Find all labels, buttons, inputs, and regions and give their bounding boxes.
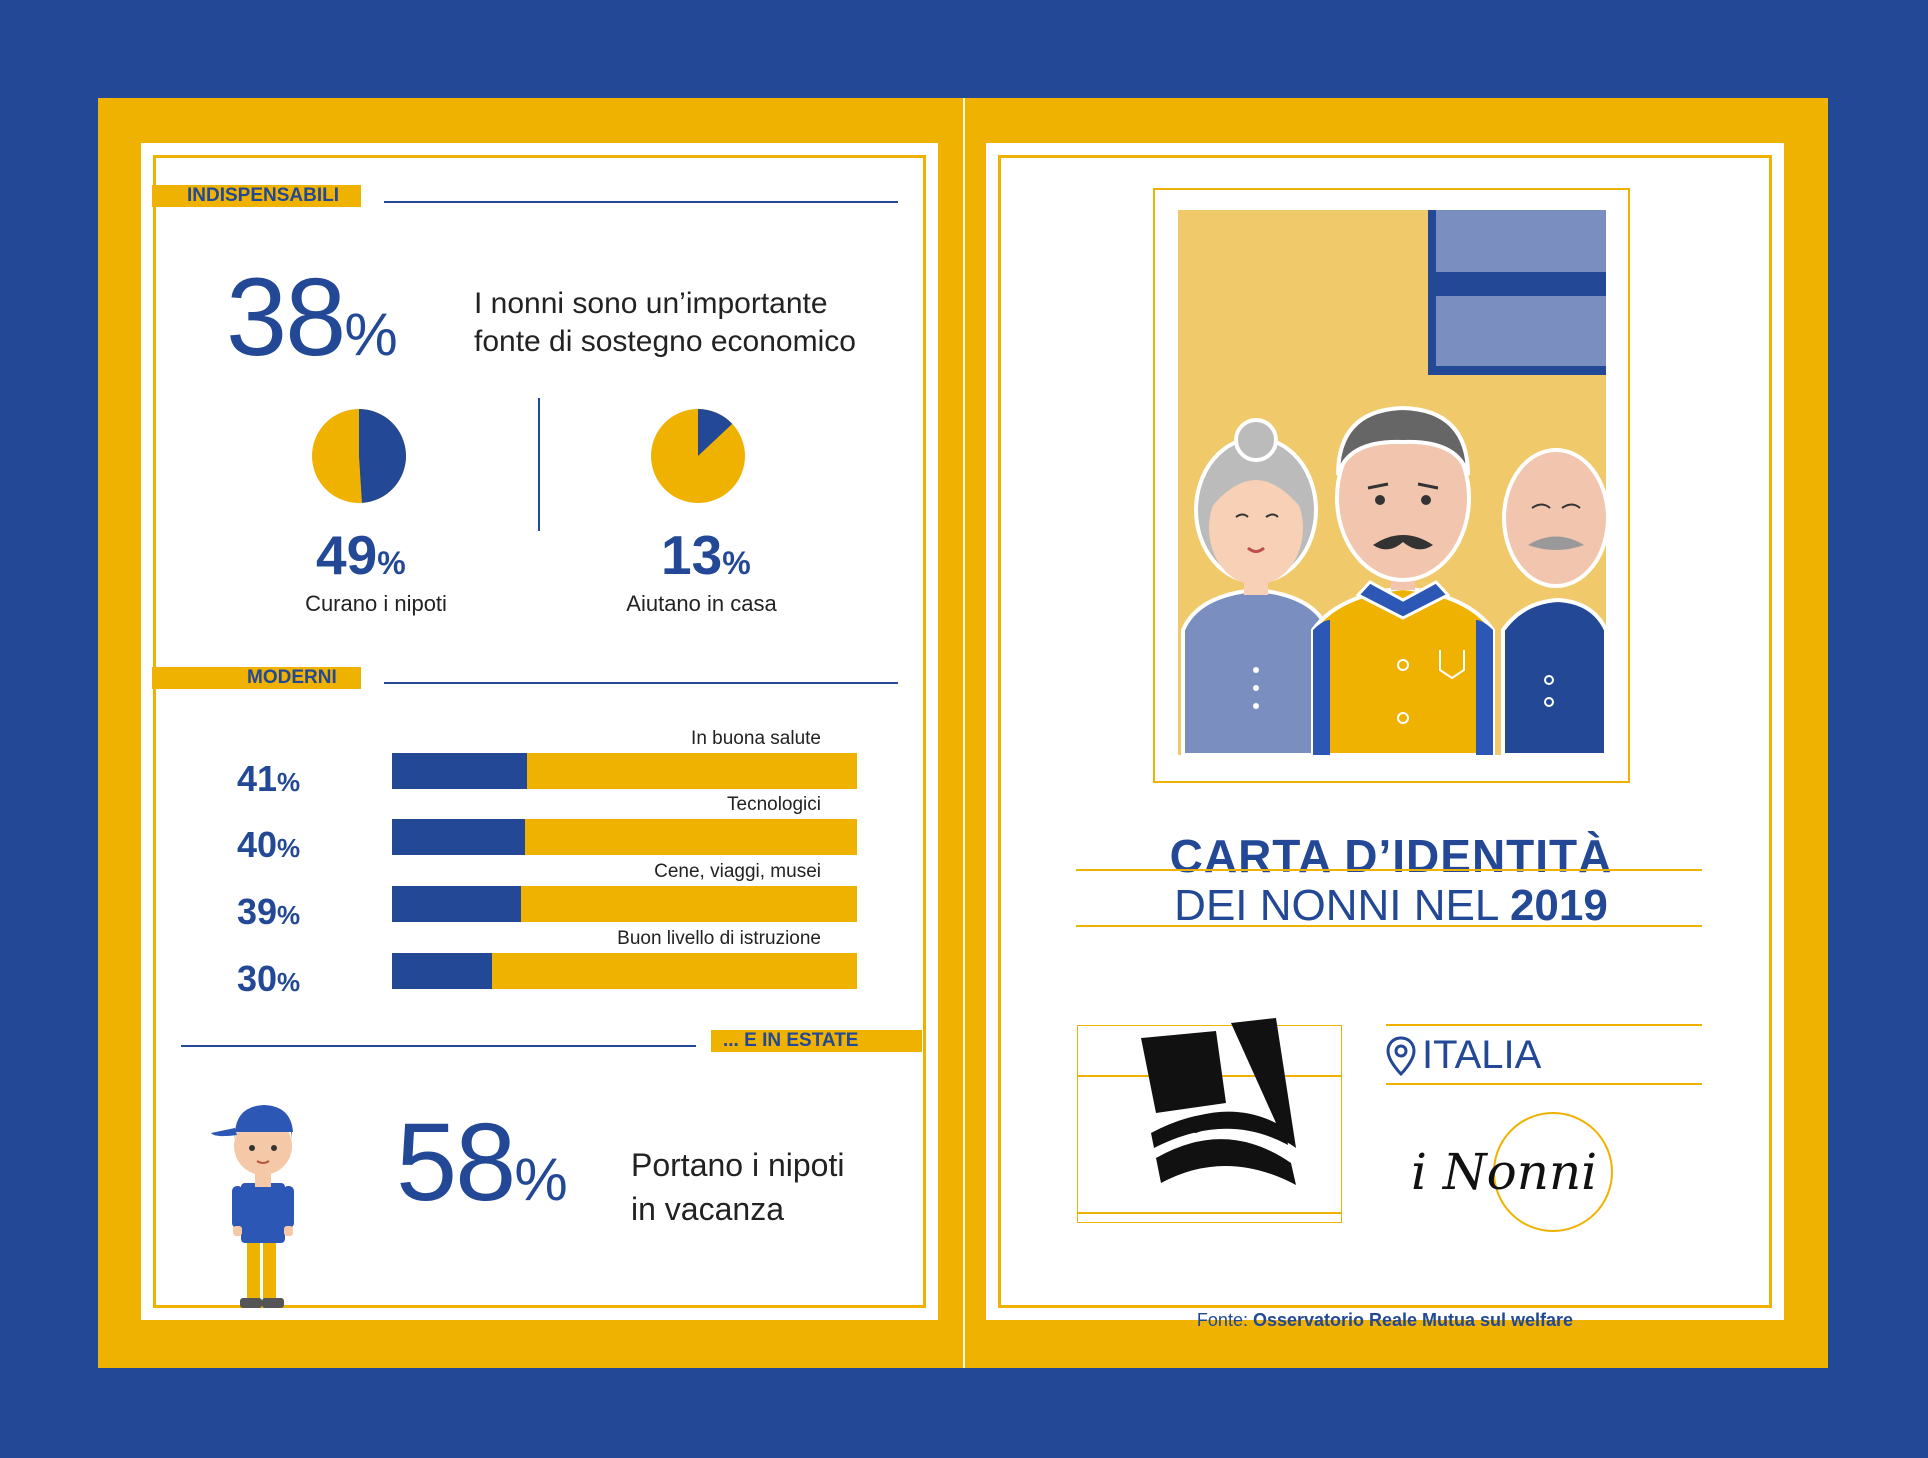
bar-track (392, 886, 857, 922)
bar-caption: Cene, viaggi, musei (654, 861, 821, 882)
bar-value: 40 (237, 824, 278, 865)
bar-caption: Tecnologici (727, 794, 821, 815)
bar-track (392, 953, 857, 989)
bar-value: 39 (237, 891, 278, 932)
pie-slice-curano (359, 409, 406, 503)
location-pin-icon (1386, 1035, 1416, 1076)
right-page-frame (998, 155, 1772, 1308)
title-rule (1076, 925, 1702, 927)
bar-caption: In buona salute (691, 728, 821, 749)
bar-track (392, 819, 857, 855)
signature-circle (1493, 1112, 1613, 1232)
bar-row: In buona salute 41% (141, 728, 941, 799)
pie-chart-icon (312, 409, 406, 503)
bar-percent: 30% (237, 958, 300, 1000)
summer-unit: % (514, 1146, 568, 1213)
section-label-indispensabili: INDISPENSABILI (152, 185, 361, 207)
location-line: ITALIA (1386, 1033, 1541, 1078)
stat-percent-curano: 49% (316, 528, 406, 583)
headline-text-line2: fonte di sostegno economico (474, 325, 856, 358)
photo-frame (1153, 188, 1630, 783)
bar-percent: 39% (237, 891, 300, 933)
bar-unit: % (277, 967, 301, 997)
bar-percent: 41% (237, 758, 300, 800)
stat-caption-curano: Curano i nipoti (305, 591, 447, 616)
card-subtitle-prefix: DEI NONNI NEL (1174, 881, 1510, 930)
logo-box-rule (1077, 1212, 1342, 1214)
bar-fill (392, 753, 527, 789)
pie-chart-icon (651, 409, 745, 503)
signature: i Nonni (1411, 1143, 1598, 1201)
boy-illustration (211, 1105, 294, 1308)
bar-fill (392, 886, 522, 922)
summer-text-line2: in vacanza (631, 1191, 784, 1227)
grandparents-illustration (1178, 210, 1606, 755)
stat-value: 49 (316, 524, 378, 586)
stat-unit: % (722, 545, 751, 581)
source-prefix: Fonte: (1196, 1310, 1253, 1330)
headline-text: I nonni sono un’importante fonte di sost… (474, 285, 856, 361)
stat-unit: % (377, 545, 406, 581)
section-rule (181, 1045, 696, 1047)
section-label-estate: ... E IN ESTATE (711, 1030, 922, 1052)
card-subtitle: DEI NONNI NEL 2019 (1076, 881, 1706, 931)
logo-box (1077, 1025, 1342, 1223)
stat-caption-aiutano: Aiutano in casa (626, 591, 777, 616)
left-page: INDISPENSABILI 38% I nonni sono un’impor… (141, 143, 938, 1320)
summer-percent: 58% (396, 1108, 568, 1218)
headline-text-line1: I nonni sono un’importante (474, 287, 828, 320)
source-name: Osservatorio Reale Mutua sul welfare (1252, 1310, 1574, 1330)
bar-row: Cene, viaggi, musei 39% (141, 861, 941, 932)
bar-row: Buon livello di istruzione 30% (141, 928, 941, 999)
bar-percent: 40% (237, 824, 300, 866)
left-page-frame (153, 155, 926, 1308)
location-rule (1386, 1083, 1702, 1085)
summer-text-line1: Portano i nipoti (631, 1147, 845, 1183)
section-label-moderni: MODERNI (152, 667, 361, 689)
location-rule (1386, 1024, 1702, 1026)
pie-slice-aiutano (698, 409, 733, 456)
card-title: CARTA D’IDENTITÀ (1169, 830, 1613, 882)
right-page: CARTA D’IDENTITÀ DEI NONNI NEL 2019 ITAL… (986, 143, 1784, 1330)
title-rule (1076, 869, 1702, 871)
location-text: ITALIA (1422, 1033, 1542, 1077)
spine-divider (963, 98, 965, 1368)
bar-fill (392, 953, 492, 989)
card-subtitle-year: 2019 (1509, 881, 1608, 930)
bar-track (392, 753, 857, 789)
headline-value: 38 (226, 256, 346, 379)
stat-divider (538, 398, 540, 531)
source-line: Fonte: Osservatorio Reale Mutua sul welf… (986, 1310, 1784, 1331)
summer-text: Portano i nipoti in vacanza (631, 1143, 844, 1231)
bar-value: 30 (237, 958, 278, 999)
bar-unit: % (277, 900, 301, 930)
logo-mark (1141, 1018, 1296, 1185)
bar-unit: % (277, 833, 301, 863)
bar-value: 41 (237, 758, 278, 799)
id-card-spread: INDISPENSABILI 38% I nonni sono un’impor… (98, 98, 1828, 1368)
bar-fill (392, 819, 525, 855)
section-rule (384, 201, 898, 203)
bar-caption: Buon livello di istruzione (617, 928, 821, 949)
stat-value: 13 (661, 524, 723, 586)
headline-unit: % (344, 301, 398, 368)
bar-row: Tecnologici 40% (141, 794, 941, 865)
bar-unit: % (277, 767, 301, 797)
section-rule (384, 682, 898, 684)
stat-percent-aiutano: 13% (661, 528, 751, 583)
summer-value: 58 (396, 1101, 516, 1224)
headline-percent: 38% (226, 263, 398, 373)
